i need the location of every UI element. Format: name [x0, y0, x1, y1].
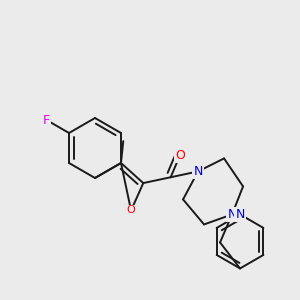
Text: N: N [236, 208, 245, 221]
Text: O: O [127, 206, 135, 215]
Text: F: F [43, 113, 50, 127]
Text: N: N [194, 165, 203, 178]
Text: N: N [227, 208, 237, 221]
Text: O: O [175, 149, 185, 162]
